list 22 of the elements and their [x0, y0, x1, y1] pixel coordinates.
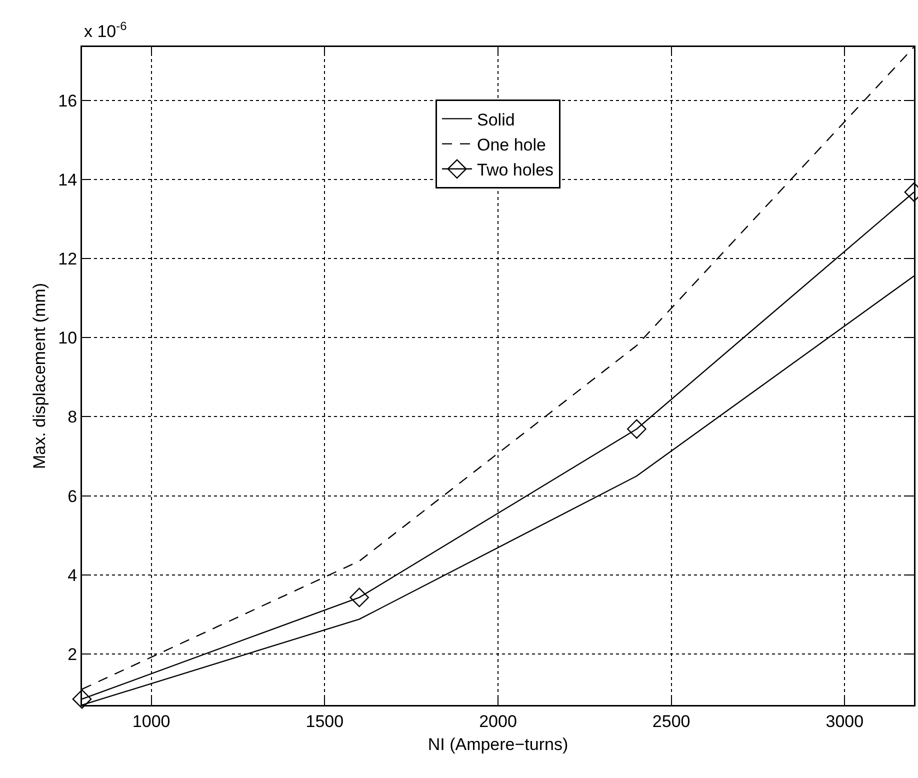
legend-label: Two holes [477, 160, 554, 180]
x-tick-label: 1000 [132, 712, 170, 731]
y-tick-label: 6 [68, 486, 78, 506]
x-tick-label: 1500 [306, 712, 344, 731]
point [626, 419, 646, 439]
y-tick-label: 10 [58, 328, 78, 348]
point [350, 588, 370, 608]
x-tick-label: 3000 [826, 712, 864, 731]
y-axis-title: Max. displacement (mm) [30, 282, 49, 470]
y-tick-label: 12 [58, 250, 78, 269]
legend-label: Solid [477, 110, 515, 130]
y-tick-label: 4 [68, 566, 78, 585]
x-tick-label: 2500 [652, 712, 690, 731]
y-tick-label: 2 [68, 644, 78, 664]
text: x 10$^{-6}$ [84, 19, 128, 42]
point [72, 689, 92, 709]
legend-label: One hole [477, 135, 546, 154]
x-axis-title: NI (Ampere−turns) [428, 735, 568, 754]
y-tick-label: 8 [68, 408, 78, 427]
x-tick-label: 2000 [479, 712, 517, 731]
y-tick-label: 14 [58, 170, 78, 190]
y-tick-label: 16 [58, 91, 78, 110]
